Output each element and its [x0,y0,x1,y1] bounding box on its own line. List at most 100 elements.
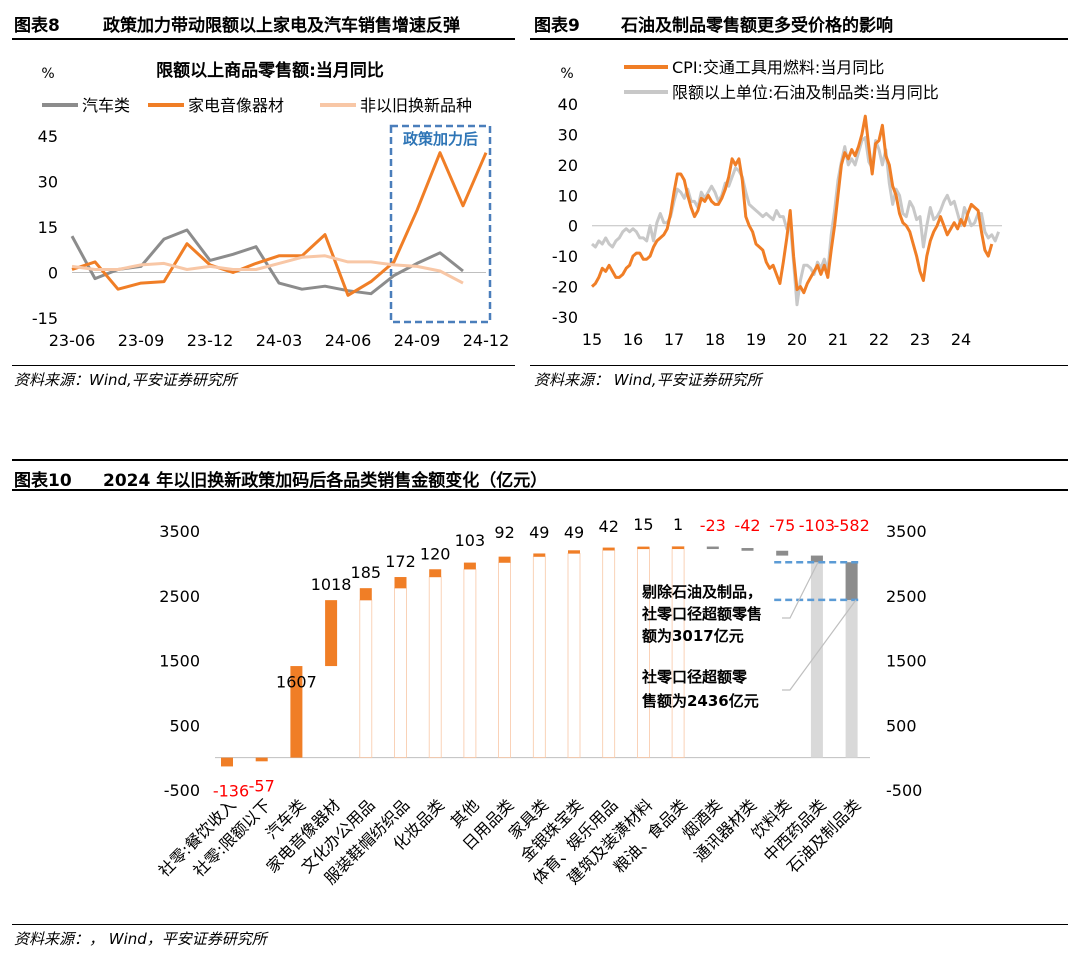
c9-xtick: 18 [705,330,725,349]
c10-bar-5 [394,577,407,589]
c9-xtick: 23 [910,330,930,349]
c10-ytick-right: 2500 [886,587,927,606]
c10-leader-2 [782,599,857,691]
fig9-top-rule [530,38,1068,40]
c10-ytick-left: 3500 [159,522,200,541]
c10-value-label-1: -57 [249,776,275,795]
c10-bars [221,546,858,767]
fig10-source: 资料来源：， Wind，平安证券研究所 [14,930,267,948]
c8-xtick: 24-09 [394,331,441,350]
c8-ytick: -15 [32,309,58,328]
fig9-number: 图表9 [534,16,580,36]
fig10-bottom-rule [12,924,1068,925]
c8-xtick: 24-06 [325,331,372,350]
c9-ytick: -20 [552,278,578,297]
c8-xtick: 24-12 [463,331,510,350]
chart-10: -500 -500 500 500 1500 1500 2500 2500 3500 3500 -… [155,515,927,888]
c8-annotation-box: 政策加力后 [389,124,492,324]
fig8-source: 资料来源：Wind,平安证券研究所 [14,371,237,389]
c9-xtick: 19 [746,330,766,349]
c9-xtick: 22 [869,330,889,349]
c9-xtick: 17 [664,330,684,349]
c10-support-bar-13 [671,546,685,759]
c10-bar-17 [810,555,823,563]
c10-value-label-11: 42 [599,517,619,536]
fig9-source: 资料来源： Wind,平安证券研究所 [534,371,762,389]
c10-support-bar-12 [637,547,650,759]
c10-value-label-17: -103 [799,516,835,535]
c8-ytick: 0 [48,264,58,283]
c8-axes: -15 0 15 30 45 23-06 23-09 23-12 24-03 24-06 24-09… [32,127,509,350]
fig10-number: 图表10 [14,471,72,491]
c8-xtick: 23-06 [49,331,96,350]
c10-bar-11 [602,547,615,551]
c10-bar-4 [359,588,372,601]
c10-bar-6 [429,569,442,578]
c9-ytick: -10 [552,247,578,266]
c9-ytick: -30 [552,308,578,327]
c9-xtick: 20 [787,330,807,349]
c8-line-1 [71,151,488,297]
c10-ytick-right: 1500 [886,652,927,671]
c8-xtick: 23-09 [118,331,165,350]
c10-axes: -500 -500 500 500 1500 1500 2500 2500 3500 3500 [159,522,926,800]
c8-xtick: 23-12 [187,331,234,350]
c10-bar-1 [255,757,268,762]
c9-ytick: 30 [558,125,578,144]
c10-bar-10 [568,550,580,554]
c9-series [590,114,1001,307]
c10-value-label-2: 1607 [276,673,317,692]
c8-series [70,151,488,297]
c8-ytick: 30 [38,173,58,192]
c9-xtick: 16 [623,330,643,349]
c10-support-bar-4 [359,599,373,759]
c8-ylabel: % [41,66,54,82]
c9-xtick: 24 [951,330,971,349]
c10-highlight-bar-18 [845,562,858,758]
c10-ytick-right: 500 [886,716,917,735]
c10-annotation-1-line-1: 社零口径超额零售 [641,605,762,623]
fig10-title: 2024 年以旧换新政策加码后各品类销售金额变化（亿元） [103,471,548,491]
fig8-bottom-rule [12,365,515,366]
fig9-title: 石油及制品零售额更多受价格的影响 [621,16,893,36]
c10-ytick-left: 2500 [159,587,200,606]
c8-xtick: 24-03 [256,331,303,350]
c9-ytick: 10 [558,186,578,205]
c10-support-bar-11 [602,549,616,759]
c10-support-bar-7 [463,568,477,759]
c8-policy-label: 政策加力后 [403,130,478,148]
c10-value-label-9: 49 [529,523,549,542]
chart-8: 限额以上商品零售额:当月同比 % 汽车类 家电音像器材 非以旧换新品种 -15 0 15… [32,60,509,350]
c10-bar-3 [325,600,338,667]
c10-support-bar-6 [428,576,442,759]
fig8-title: 政策加力带动限额以上家电及汽车销售增速反弹 [103,16,460,36]
c10-support-bar-10 [567,553,581,759]
fig10-top-rule-upper [12,459,1068,461]
c10-value-label-7: 103 [455,531,486,550]
c10-bar-0 [221,757,233,767]
c9-ytick: 20 [558,156,578,175]
c9-line-0 [590,114,994,295]
c8-legend-label-0: 汽车类 [82,96,130,115]
c10-value-label-14: -23 [700,516,726,535]
c10-support-bar-5 [394,587,407,759]
c10-highlight-bar-17 [810,555,823,758]
c9-ytick: 40 [558,95,578,114]
c10-value-label-16: -75 [769,516,795,535]
c10-leader-1 [782,562,819,619]
c9-ytick: 0 [568,217,578,236]
c10-value-label-3: 1018 [311,575,352,594]
c10-value-label-18: -582 [833,516,869,535]
c10-bar-8 [498,556,511,563]
c10-category-labels: 社零:餐饮收入社零:限额以下汽车类家电音像器材文化办公用品服装鞋帽纺织品化妆品类… [155,795,865,888]
c10-support-bar-9 [532,556,546,759]
c10-support-bar-8 [498,562,512,759]
fig8-number: 图表8 [14,16,60,36]
c10-value-label-12: 15 [633,515,653,534]
c9-legend-label-0: CPI:交通工具用燃料:当月同比 [672,58,884,77]
c10-ytick-left: 500 [169,716,200,735]
c10-annotation-1-line-0: 剔除石油及制品， [641,583,762,601]
